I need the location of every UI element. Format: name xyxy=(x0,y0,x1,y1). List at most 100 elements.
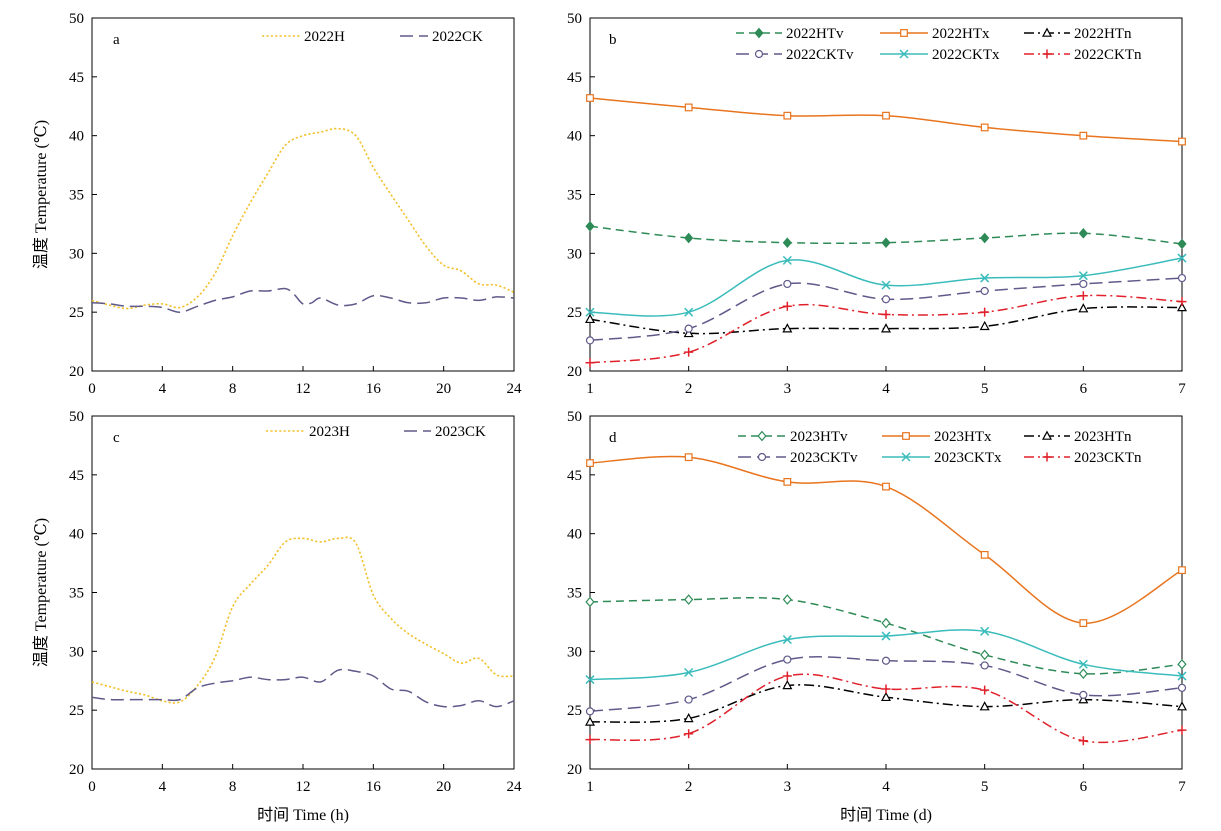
data-point xyxy=(1177,238,1187,250)
data-point xyxy=(684,347,694,357)
legend-marker xyxy=(754,49,764,59)
x-tick-label: 5 xyxy=(981,381,989,397)
y-tick-label: 40 xyxy=(567,527,582,543)
data-point xyxy=(880,323,892,333)
data-point xyxy=(1178,137,1186,146)
data-point xyxy=(881,656,891,665)
x-tick-label: 0 xyxy=(88,779,96,795)
series-line xyxy=(589,656,1183,713)
data-point xyxy=(980,232,990,244)
legend-entry-2023CK: 2023CK xyxy=(404,424,486,440)
legend-entry-2023CKTv: 2023CKTv xyxy=(738,450,858,466)
y-tick-label: 20 xyxy=(567,364,582,380)
y-tick-label: 50 xyxy=(567,409,582,425)
data-point xyxy=(584,313,596,324)
data-point xyxy=(783,111,792,120)
legend-entry-2023HTv: 2023HTv xyxy=(738,429,848,445)
x-tick-label: 4 xyxy=(882,779,890,795)
data-point xyxy=(980,550,989,559)
y-tick-label: 20 xyxy=(567,762,582,778)
data-point xyxy=(586,94,594,102)
legend-label: 2023H xyxy=(309,424,350,440)
data-point xyxy=(585,596,595,608)
data-point xyxy=(1078,659,1088,669)
panel-letter: b xyxy=(609,32,617,48)
y-tick-label: 40 xyxy=(567,129,582,145)
x-tick-label: 5 xyxy=(981,779,989,795)
y-tick-label: 25 xyxy=(567,305,582,321)
data-point xyxy=(586,459,594,467)
data-point xyxy=(585,307,595,317)
series-line xyxy=(589,673,1183,744)
series-2022H xyxy=(91,127,515,310)
data-point xyxy=(881,617,891,629)
x-tick-label: 24 xyxy=(507,779,523,795)
series-2022HTn xyxy=(584,301,1188,338)
series-2022HTv xyxy=(585,220,1187,250)
legend-label: 2023CK xyxy=(435,424,486,440)
x-tick-label: 7 xyxy=(1178,381,1186,397)
legend-entry-2022HTv: 2022HTv xyxy=(736,26,844,42)
panel-c: 20 25 30 35 40 45 50 0 4 8 12 16 20 24 c 温度 Temperature… xyxy=(32,409,522,824)
legend-label: 2022CKTn xyxy=(1074,47,1142,63)
data-point xyxy=(683,327,694,338)
data-point xyxy=(585,358,595,368)
x-tick-label: 2 xyxy=(685,381,693,397)
y-tick-label: 30 xyxy=(69,246,84,262)
legend-entry-2022CKTv: 2022CKTv xyxy=(736,47,854,63)
data-point xyxy=(1176,701,1188,711)
y-tick-label: 35 xyxy=(567,188,582,204)
x-tick-label: 3 xyxy=(784,381,792,397)
data-point xyxy=(684,324,693,333)
legend-entry-2023CKTn: 2023CKTn xyxy=(1024,450,1142,466)
data-point xyxy=(1079,619,1088,627)
series-line xyxy=(589,455,1183,624)
data-point xyxy=(1078,271,1088,281)
data-point xyxy=(980,307,990,317)
legend-label: 2022HTn xyxy=(1074,26,1132,42)
x-tick-label: 6 xyxy=(1080,381,1088,397)
x-tick-label: 8 xyxy=(229,381,237,397)
data-point xyxy=(782,594,792,605)
y-tick-label: 25 xyxy=(69,305,84,321)
data-point xyxy=(980,685,990,695)
legend-entry-2022H: 2022H xyxy=(262,29,345,45)
legend-marker xyxy=(757,452,767,462)
legend-label: 2023HTx xyxy=(934,429,992,445)
series-2022CKTx xyxy=(585,253,1187,317)
data-point xyxy=(684,594,694,605)
y-tick-label: 35 xyxy=(567,586,582,602)
y-tick-label: 20 xyxy=(69,762,84,778)
legend-entry-2022CKTn: 2022CKTn xyxy=(1024,47,1142,63)
series-2023HTn xyxy=(584,679,1188,726)
legend-label: 2022H xyxy=(304,29,345,45)
legend-entry-2023H: 2023H xyxy=(266,424,350,440)
plot-frame xyxy=(91,415,515,770)
x-tick-label: 16 xyxy=(366,381,382,397)
data-point xyxy=(782,323,793,333)
data-point xyxy=(1078,291,1088,301)
data-point xyxy=(684,232,694,244)
data-point xyxy=(684,103,693,112)
y-tick-label: 25 xyxy=(567,703,582,719)
x-tick-label: 7 xyxy=(1178,779,1186,795)
data-point xyxy=(881,237,891,249)
data-point xyxy=(1177,671,1187,681)
series-line xyxy=(91,127,515,310)
series-line xyxy=(91,668,515,708)
data-point xyxy=(882,482,890,491)
series-2022CKTv xyxy=(585,273,1187,345)
y-tick-label: 30 xyxy=(567,644,582,660)
data-point xyxy=(782,301,792,311)
data-point xyxy=(881,295,891,304)
data-point xyxy=(1078,228,1088,239)
y-tick-label: 30 xyxy=(69,644,84,660)
data-point xyxy=(980,661,989,670)
legend-label: 2023HTn xyxy=(1074,429,1132,445)
y-tick-label: 45 xyxy=(567,70,582,86)
data-point xyxy=(584,716,596,726)
legend-marker xyxy=(1042,49,1052,59)
legend-marker xyxy=(754,27,764,39)
